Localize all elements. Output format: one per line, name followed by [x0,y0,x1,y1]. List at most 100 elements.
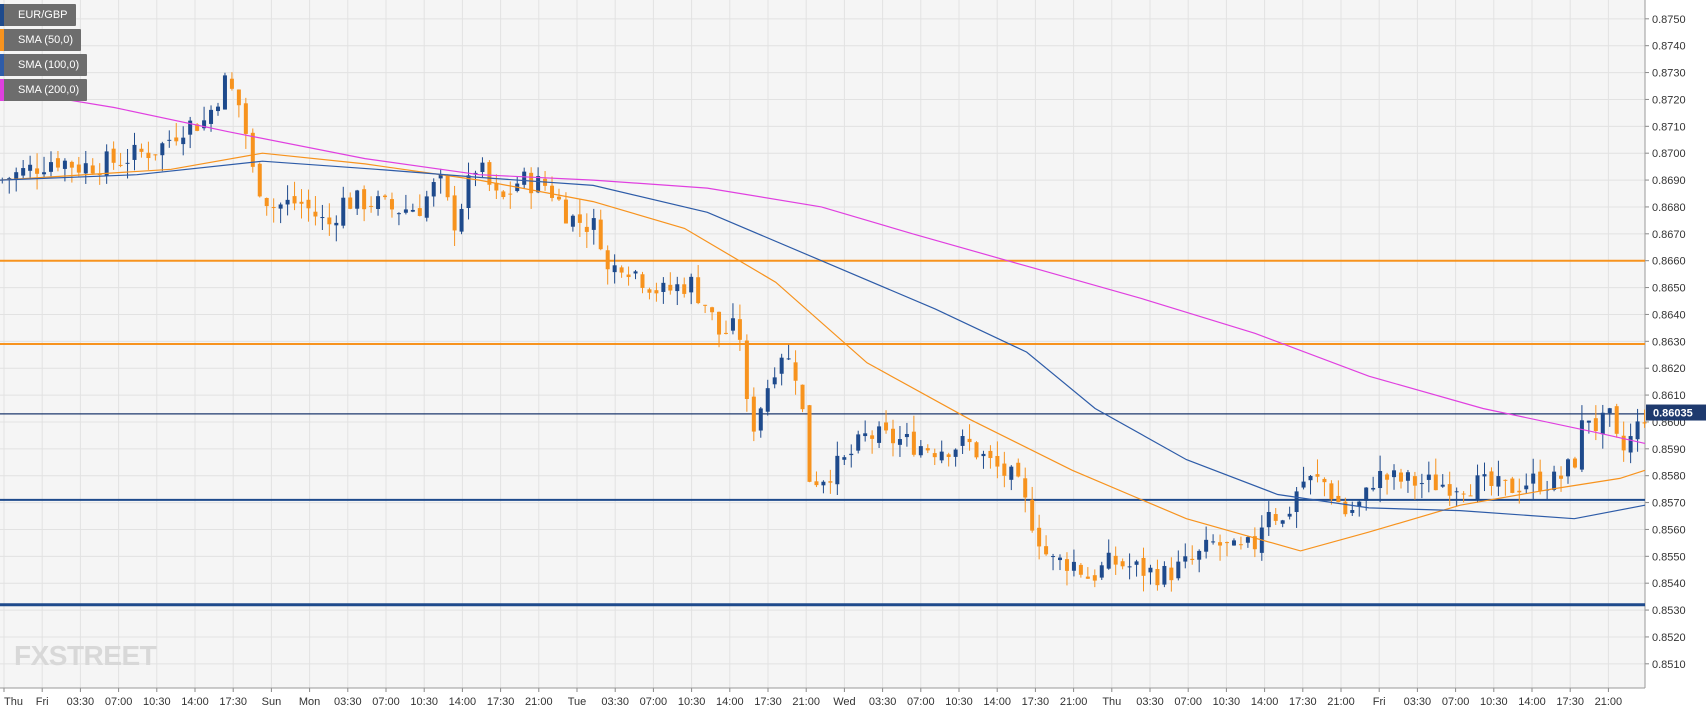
candle-body [981,453,986,457]
legend-item[interactable]: SMA (50,0) [0,29,82,51]
candle-body [710,307,715,313]
candle-body [877,426,882,443]
x-tick-label: Wed [833,696,855,708]
candle-body [1440,484,1445,487]
candle-body [1635,421,1640,440]
candle-body [1092,575,1097,581]
x-tick-label: 17:30 [1289,696,1317,708]
y-tick-label: 0.8640 [1652,309,1686,321]
logo-text: FXSTREET [14,640,157,671]
candle-body [466,175,471,209]
candle-body [1037,527,1042,547]
candle-body [1510,478,1515,493]
fxstreet-logo: FXSTREET [14,640,157,672]
candle-body [445,175,450,198]
candle-body [383,195,388,198]
candle-body [1148,567,1153,573]
x-tick-label: 07:00 [1442,696,1470,708]
y-tick-label: 0.8700 [1652,148,1686,160]
candle-body [1294,491,1299,512]
y-tick-label: 0.8670 [1652,229,1686,241]
x-tick-label: 07:00 [907,696,935,708]
x-tick-label: 10:30 [945,696,973,708]
candle-body [814,481,819,486]
x-tick-label: Thu [1102,696,1121,708]
candle-body [689,276,694,293]
y-tick-label: 0.8710 [1652,121,1686,133]
candle-body [536,176,541,193]
candle-body [222,75,227,110]
x-tick-label: 03:30 [1404,696,1432,708]
candle-body [821,481,826,486]
x-tick-label: 21:00 [1595,696,1623,708]
candle-body [1412,476,1417,486]
y-tick-label: 0.8620 [1652,363,1686,375]
x-tick-label: Fri [36,696,49,708]
candle-body [1099,565,1104,578]
candle-body [1336,495,1341,503]
candle-body [1419,483,1424,485]
candle-body [313,211,318,217]
candle-body [167,139,172,141]
x-tick-label: 21:00 [525,696,553,708]
candle-body [1398,472,1403,482]
candle-body [362,189,367,210]
candle-body [563,199,568,224]
candle-body [1350,510,1355,513]
candle-body [111,148,116,163]
sma-50-line [0,152,1646,552]
candle-body [1245,537,1250,543]
y-tick-label: 0.8590 [1652,444,1686,456]
legend-item[interactable]: SMA (200,0) [0,79,88,101]
candle-body [1607,408,1612,414]
candle-body [236,89,241,106]
x-tick-label: 03:30 [1136,696,1164,708]
candle-body [28,164,33,171]
candle-body [153,154,158,156]
candle-body [257,163,262,197]
candle-body [584,226,589,232]
candle-body [1009,466,1014,480]
legend-swatch [0,79,4,101]
x-tick-label: 14:00 [1251,696,1279,708]
candle-body [69,161,74,168]
candle-body [1071,561,1076,571]
candle-body [1218,542,1223,546]
candle-body [1231,540,1236,546]
y-tick-label: 0.8510 [1652,659,1686,671]
last-price-label: 0.86035 [1653,408,1693,420]
x-tick-label: 17:30 [1556,696,1584,708]
candle-body [556,196,561,200]
legend-label: EUR/GBP [18,9,68,21]
candle-body [974,442,979,458]
candle-body [1579,420,1584,470]
candle-body [202,120,207,129]
candle-body [1392,470,1397,478]
candle-body [1162,565,1167,585]
candle-body [856,434,861,451]
x-tick-label: 07:00 [1174,696,1202,708]
candle-body [897,439,902,445]
candle-body [661,282,666,292]
candle-body [104,151,109,176]
y-tick-label: 0.8630 [1652,336,1686,348]
candle-body [1280,520,1285,524]
candle-body [452,195,457,231]
candle-body [765,388,770,412]
legend-swatch [0,29,4,51]
x-tick-label: 10:30 [1480,696,1508,708]
candle-body [334,222,339,226]
y-tick-label: 0.8750 [1652,14,1686,26]
legend-label: SMA (50,0) [18,34,74,46]
legend-item[interactable]: SMA (100,0) [0,54,88,76]
candle-body [327,217,332,225]
candle-body [195,124,200,131]
legend-item[interactable]: EUR/GBP [0,4,76,26]
candle-body [1113,555,1118,565]
x-tick-label: 14:00 [449,696,477,708]
candle-body [1106,552,1111,569]
candle-body [1044,546,1049,555]
candle-body [1308,475,1313,481]
candle-body [1475,475,1480,500]
